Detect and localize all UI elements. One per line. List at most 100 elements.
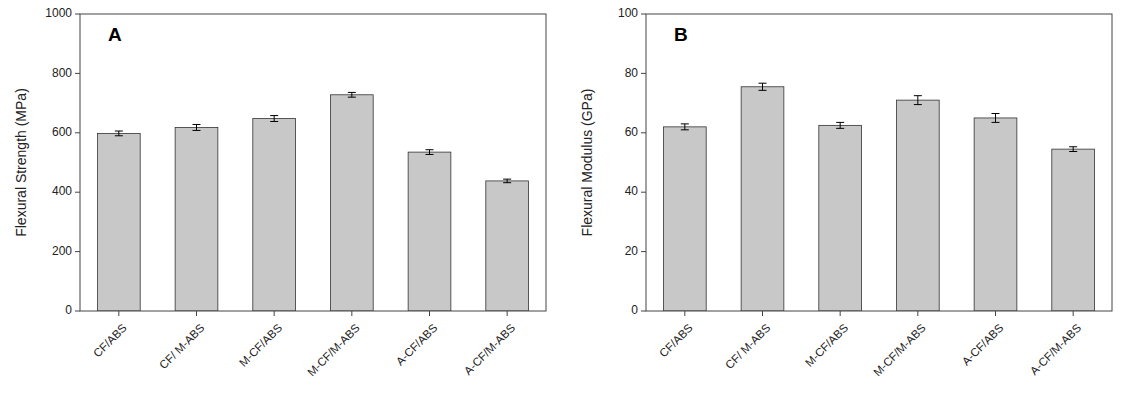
error-cap (115, 135, 123, 136)
error-cap (1069, 146, 1077, 147)
error-cap (759, 90, 767, 91)
error-bar (759, 83, 767, 90)
x-tick (118, 311, 119, 316)
x-tick-label: A-CF/M-ABS (462, 321, 518, 377)
error-cap (426, 149, 434, 150)
y-tick (641, 311, 646, 312)
bar (819, 125, 862, 311)
panel: 02004006008001000CF/ABSCF/ M-ABSM-CF/ABS… (13, 6, 546, 378)
error-bar (348, 92, 356, 97)
x-tick (351, 311, 352, 316)
y-tick (75, 14, 80, 15)
plot-frame (646, 14, 1112, 311)
error-line (840, 122, 841, 128)
y-tick-label: 400 (52, 184, 72, 198)
error-bar (836, 122, 844, 128)
panel-label: A (108, 24, 122, 45)
error-cap (914, 104, 922, 105)
error-cap (503, 182, 511, 183)
y-tick-label: 40 (625, 184, 639, 198)
x-tick-label: A-CF/ABS (960, 321, 1006, 367)
y-tick (75, 132, 80, 133)
chart-root: 02004006008001000CF/ABSCF/ M-ABSM-CF/ABS… (0, 0, 1132, 401)
error-bar (992, 113, 1000, 122)
y-tick (641, 192, 646, 193)
plot-frame (80, 14, 546, 311)
y-tick (75, 73, 80, 74)
error-line (351, 92, 352, 97)
error-cap (270, 121, 278, 122)
error-cap (836, 122, 844, 123)
x-tick (995, 311, 996, 316)
bar (974, 118, 1017, 311)
bar (1052, 149, 1095, 311)
y-tick (75, 251, 80, 252)
x-tick-label: CF/ M-ABS (157, 321, 207, 371)
y-tick-label: 20 (625, 244, 639, 258)
error-line (118, 131, 119, 136)
y-tick-label: 0 (65, 303, 72, 317)
error-bar (681, 124, 689, 130)
error-bar (193, 124, 201, 130)
error-bar (503, 179, 511, 183)
y-axis-label: Flexural Strength (MPa) (13, 88, 29, 237)
error-line (1073, 147, 1074, 152)
error-cap (270, 115, 278, 116)
bar (97, 133, 140, 311)
y-tick (75, 311, 80, 312)
error-line (429, 150, 430, 155)
error-line (507, 179, 508, 183)
error-cap (426, 154, 434, 155)
y-tick-label: 200 (52, 244, 72, 258)
error-cap (1069, 151, 1077, 152)
x-tick-label: M-CF/M-ABS (871, 321, 928, 378)
error-bar (426, 150, 434, 155)
error-cap (503, 179, 511, 180)
error-bar (914, 96, 922, 105)
y-axis-label: Flexural Modulus (GPa) (579, 89, 595, 237)
y-tick-label: 80 (625, 66, 639, 80)
y-tick-label: 60 (625, 125, 639, 139)
x-tick (762, 311, 763, 316)
x-tick-label: A-CF/ABS (394, 321, 440, 367)
bar (896, 100, 939, 311)
error-bar (1069, 147, 1077, 152)
error-bar (115, 131, 123, 136)
error-line (684, 124, 685, 130)
x-tick-label: CF/ABS (657, 321, 695, 359)
y-tick (641, 251, 646, 252)
error-cap (992, 122, 1000, 123)
x-tick-label: M-CF/M-ABS (305, 321, 362, 378)
error-cap (681, 129, 689, 130)
error-cap (193, 130, 201, 131)
y-tick-label: 800 (52, 66, 72, 80)
x-tick-label: CF/ M-ABS (723, 321, 773, 371)
x-tick (429, 311, 430, 316)
y-tick-label: 100 (618, 6, 638, 20)
y-tick (641, 73, 646, 74)
x-tick (917, 311, 918, 316)
marks (97, 92, 528, 311)
error-cap (348, 97, 356, 98)
y-tick-label: 0 (631, 303, 638, 317)
error-cap (193, 124, 201, 125)
error-line (196, 124, 197, 130)
bar (486, 181, 529, 311)
bar (663, 127, 706, 311)
bar (253, 119, 296, 311)
y-tick (641, 14, 646, 15)
error-line (995, 113, 996, 122)
bar (175, 127, 218, 311)
y-tick (75, 192, 80, 193)
error-line (917, 96, 918, 105)
panel-label: B (674, 24, 688, 45)
x-tick-label: A-CF/M-ABS (1028, 321, 1084, 377)
bar (408, 152, 451, 311)
x-tick (196, 311, 197, 316)
bar (741, 87, 784, 311)
error-cap (348, 92, 356, 93)
error-cap (836, 128, 844, 129)
bar (330, 95, 373, 311)
panel: 020406080100CF/ABSCF/ M-ABSM-CF/ABSM-CF/… (579, 6, 1112, 378)
x-tick (1073, 311, 1074, 316)
